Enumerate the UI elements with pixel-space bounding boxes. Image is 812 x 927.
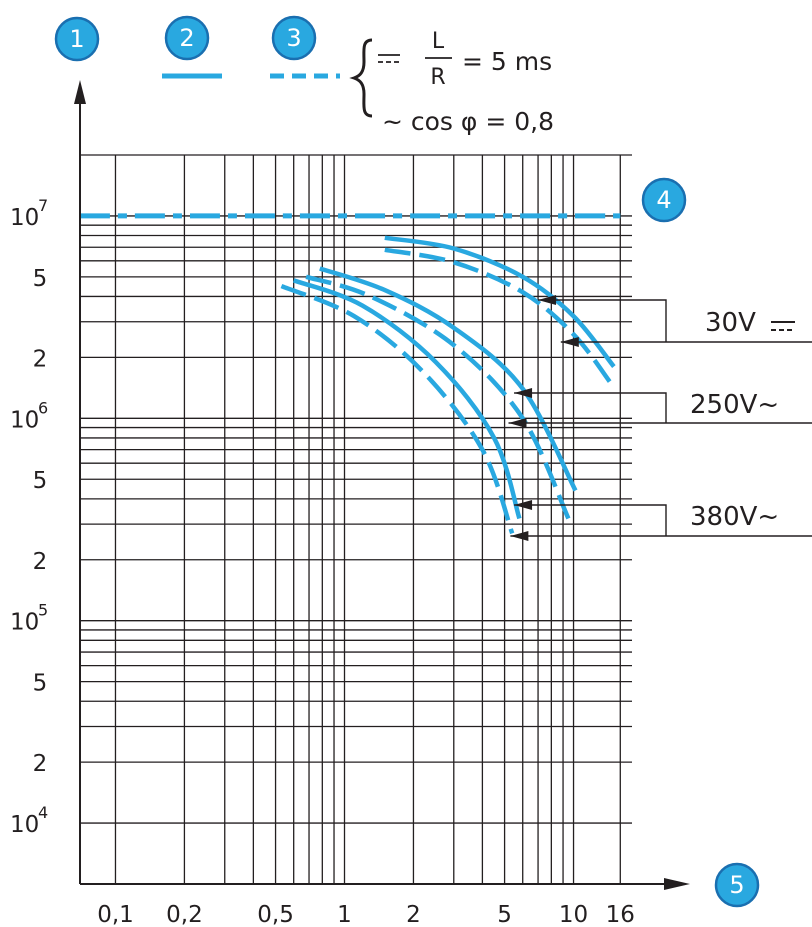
y-tick-label: 2	[33, 751, 48, 777]
x-tick-label: 16	[606, 902, 635, 927]
axis-layer	[74, 80, 690, 890]
numbered-badge	[714, 862, 760, 908]
arrow-head-icon	[510, 531, 529, 541]
curve-250V-solid	[319, 266, 578, 492]
grid-layer	[80, 154, 632, 884]
curve-30V-solid	[384, 235, 616, 369]
arrow-head-icon	[508, 418, 527, 428]
x-tick-label: 0,2	[166, 902, 203, 927]
arrow-head-icon	[514, 500, 533, 510]
numbered-badge	[54, 16, 100, 62]
voltage-label: 30V	[705, 308, 756, 338]
leader-line	[514, 504, 667, 536]
y-tick-label: 5	[33, 266, 48, 292]
y-tick-label: 2	[33, 346, 48, 372]
y-tick-exponent: 6	[38, 398, 48, 417]
y-tick-label: 5	[33, 468, 48, 494]
x-tick-label: 0,5	[257, 902, 294, 927]
badge-number: 2	[179, 24, 194, 52]
x-tick-label: 5	[497, 902, 512, 927]
voltage-label: 250V~	[690, 390, 779, 420]
x-tick-label: 1	[337, 902, 352, 927]
arrow-head-icon	[538, 295, 557, 305]
legend-fraction-numerator: L	[432, 29, 445, 54]
x-tick-label: 2	[406, 902, 421, 927]
badge-number: 5	[729, 871, 744, 899]
y-tick-label: 10	[10, 812, 39, 838]
leader-line	[538, 299, 667, 342]
y-tick-exponent: 7	[38, 196, 48, 215]
arrow-head-icon	[560, 337, 579, 347]
badge-number: 1	[69, 25, 84, 53]
y-tick-exponent: 4	[38, 803, 48, 822]
x-tick-label: 10	[559, 902, 588, 927]
legend-ac-formula: ~ cos φ = 0,8	[382, 107, 554, 136]
x-tick-label: 0,1	[97, 902, 134, 927]
badge-number: 3	[286, 24, 301, 52]
y-tick-exponent: 5	[38, 601, 48, 620]
curve-380V-solid	[292, 278, 522, 520]
arrow-head-icon	[514, 388, 533, 398]
x-axis-arrow-icon	[664, 878, 690, 890]
numbered-badge	[164, 15, 210, 61]
legend-fraction-denominator: R	[430, 65, 445, 90]
legend-layer: LR = 5 ms ~ cos φ = 0,8	[162, 29, 554, 136]
numbered-badge	[641, 177, 687, 223]
curve-layer	[80, 213, 621, 535]
curve-380V-dashed	[280, 284, 515, 535]
legend-brace-icon	[349, 38, 373, 118]
y-tick-label: 10	[10, 205, 39, 231]
y-tick-label: 2	[33, 549, 48, 575]
numbered-badge	[271, 15, 317, 61]
curve-30V-dashed	[384, 247, 613, 385]
curve-250V-dashed	[305, 274, 571, 520]
badge-layer: 1 2 3 4 5	[54, 15, 760, 908]
leader-line	[514, 392, 667, 423]
badge-number: 4	[656, 186, 671, 214]
legend-dc-formula: = 5 ms	[462, 47, 552, 76]
y-axis-arrow-icon	[74, 80, 86, 104]
voltage-label: 380V~	[690, 502, 779, 532]
y-tick-label: 10	[10, 610, 39, 636]
y-tick-label: 5	[33, 671, 48, 697]
y-tick-label: 10	[10, 407, 39, 433]
annotation-layer: 30V 250V~ 380V~	[508, 295, 812, 541]
